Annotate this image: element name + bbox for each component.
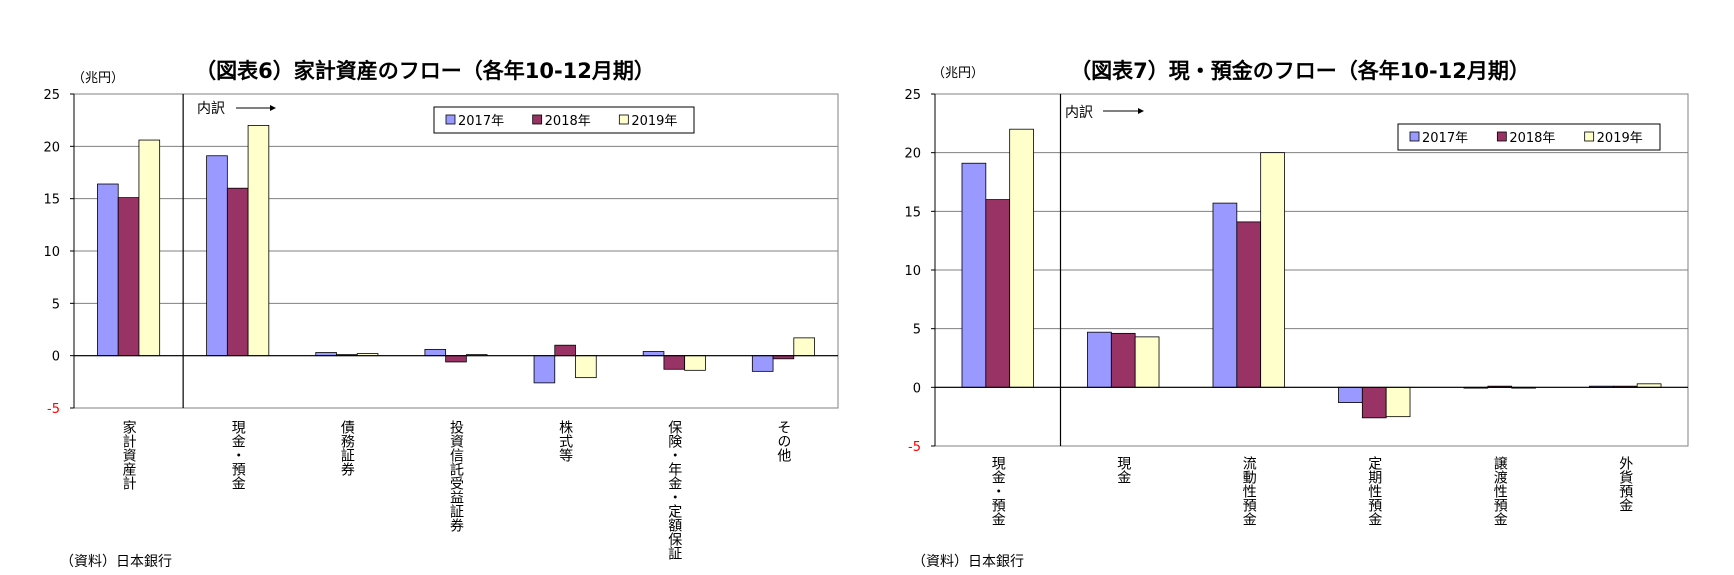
y-axis-ticks: 25 20 15 10 5 0 -5 (904, 88, 936, 455)
bar (97, 183, 119, 357)
legend-swatch (1584, 131, 1595, 142)
category-label: 流動性預金 (1241, 456, 1257, 526)
category-label: 現金・預金 (230, 420, 246, 490)
y-unit-label: （兆円） (932, 66, 984, 81)
legend-box (1397, 123, 1661, 151)
bar (1385, 386, 1411, 418)
chart-title: （図表6）家計資産のフロー（各年10-12月期） (195, 59, 655, 83)
legend-swatch (1496, 131, 1507, 142)
bar (445, 355, 467, 363)
legend-label: 2018年 (545, 114, 591, 129)
category-label: 定期性預金 (1366, 456, 1382, 526)
bar (793, 337, 815, 357)
category-label: その他 (775, 420, 791, 463)
legend: 2017年 2018年 2019年 (433, 106, 695, 134)
bars (74, 94, 838, 408)
y-tick-label: 0 (913, 381, 921, 396)
breakdown-label: 内訳 (197, 101, 225, 117)
category-label: 株式等 (557, 420, 573, 462)
legend-label: 2018年 (1509, 131, 1555, 146)
y-unit-label: （兆円） (72, 71, 124, 86)
bar (1338, 386, 1363, 403)
bar (1087, 331, 1112, 388)
breakdown-arrow (236, 105, 276, 111)
y-tick-label: 15 (904, 205, 921, 220)
y-tick-label: -5 (47, 402, 60, 417)
breakdown-arrow (1103, 108, 1144, 114)
bar (1110, 332, 1136, 388)
bar (138, 139, 161, 357)
legend-label: 2019年 (631, 114, 677, 129)
bar (117, 197, 140, 357)
category-label: 現金・預金 (990, 456, 1006, 526)
chart-household-assets-flow: （図表6）家計資産のフロー（各年10-12月期） （兆円） 内訳 25 20 15 1… (43, 59, 839, 560)
bar (554, 344, 576, 357)
breakdown-label: 内訳 (1065, 105, 1093, 121)
chart-cash-deposits-flow: （図表7）現・預金のフロー（各年10-12月期） （兆円） 内訳 25 20 15 1… (904, 59, 1689, 526)
bar (1260, 152, 1285, 388)
source-note: （資料）日本銀行 (60, 554, 172, 570)
legend-label: 2019年 (1597, 131, 1643, 146)
bar (684, 355, 706, 371)
bar (206, 155, 228, 357)
category-label: 外貨預金 (1617, 456, 1633, 512)
bar (1212, 202, 1238, 388)
y-axis-ticks: 25 20 15 10 5 0 -5 (43, 88, 75, 417)
x-axis-categories: 現金・預金 現金 流動性預金 定期性預金 譲渡性預金 外貨預金 (990, 456, 1634, 526)
y-tick-label: 25 (904, 88, 921, 103)
category-label: 投資信託受益証券 (448, 420, 464, 533)
y-tick-label: 0 (52, 350, 60, 365)
y-tick-label: 10 (43, 245, 60, 260)
y-tick-label: 25 (43, 88, 60, 103)
bar (1134, 336, 1160, 388)
legend-swatch (445, 114, 456, 125)
bar (663, 355, 686, 370)
y-tick-label: 15 (43, 193, 60, 208)
source-note: （資料）日本銀行 (912, 554, 1024, 570)
bar (575, 355, 597, 379)
bar (985, 199, 1011, 388)
bar (226, 187, 249, 357)
bar (961, 162, 987, 388)
bar (642, 351, 665, 357)
category-label: 保険・年金・定額保証 (666, 420, 682, 560)
y-tick-label: 10 (904, 264, 921, 279)
legend-swatch (1409, 131, 1420, 142)
category-label: 譲渡性預金 (1492, 456, 1508, 526)
category-label: 家計資産計 (121, 419, 137, 490)
bar (533, 355, 556, 384)
bar (247, 125, 270, 357)
x-axis-categories: 家計資産計 現金・預金 債務証券 投資信託受益証券 株式等 保険・年金・定額保証 その他 (121, 419, 792, 560)
y-tick-label: 5 (52, 297, 60, 312)
legend-label: 2017年 (458, 114, 504, 129)
legend-label: 2017年 (1422, 131, 1468, 146)
y-tick-label: 20 (904, 147, 921, 162)
bars (935, 94, 1688, 446)
y-tick-label: 20 (43, 140, 60, 155)
category-label: 債務証券 (339, 420, 355, 477)
legend: 2017年 2018年 2019年 (1397, 123, 1661, 151)
y-tick-label: -5 (908, 440, 921, 455)
category-label: 現金 (1115, 456, 1131, 484)
bar (751, 355, 774, 372)
bar (1009, 128, 1034, 388)
legend-swatch (532, 114, 543, 125)
chart-title: （図表7）現・預金のフロー（各年10-12月期） (1070, 59, 1530, 83)
y-tick-label: 5 (913, 323, 921, 338)
legend-box (433, 106, 695, 134)
bar (1236, 221, 1262, 388)
bar (1361, 386, 1387, 419)
bar (424, 348, 447, 357)
legend-swatch (618, 114, 629, 125)
